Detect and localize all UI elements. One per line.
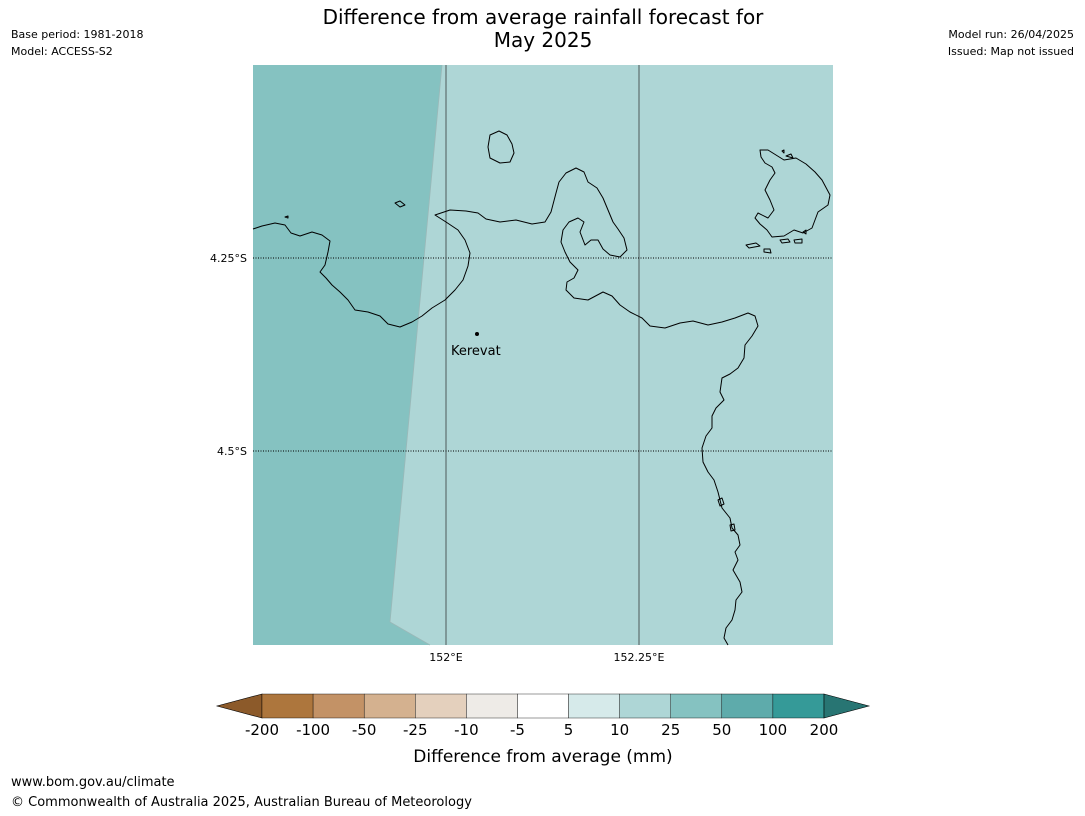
footer-copyright: © Commonwealth of Australia 2025, Austra… — [11, 795, 472, 810]
colorbar-segment — [466, 693, 518, 719]
colorbar-tick-label: -200 — [245, 721, 279, 739]
model-label: Model: ACCESS-S2 — [11, 45, 113, 58]
colorbar-tick-label: 25 — [661, 721, 680, 739]
band-25-50 — [253, 65, 442, 645]
colorbar-segment — [312, 693, 365, 719]
colorbar-tick-label: 50 — [712, 721, 731, 739]
colorbar-segment — [670, 693, 723, 719]
lat-label-4-25: 4.25°S — [210, 252, 247, 265]
model-run-label: Model run: 26/04/2025 — [948, 28, 1074, 41]
coastline — [252, 130, 831, 646]
map-title: Difference from average rainfall forecas… — [243, 6, 843, 52]
band-edge — [389, 64, 443, 623]
colorbar-tick-label: -5 — [510, 721, 525, 739]
kerevat-label: Kerevat — [451, 344, 501, 359]
colorbar-legend: -200 -100 -50 -25 -10 -5 5 10 25 50 100 200 — [215, 693, 871, 739]
colorbar-tick-label: -100 — [296, 721, 330, 739]
colorbar-segment — [261, 693, 314, 719]
colorbar-tick-label: 10 — [610, 721, 629, 739]
colorbar-segment — [772, 693, 825, 719]
lat-label-4-5: 4.5°S — [217, 445, 247, 458]
lon-label-152: 152°E — [429, 651, 462, 664]
colorbar-segment — [415, 693, 467, 719]
colorbar-segment — [363, 693, 416, 719]
colorbar-tick-label: -50 — [352, 721, 377, 739]
colorbar-tick-label: 5 — [564, 721, 574, 739]
base-period-label: Base period: 1981-2018 — [11, 28, 144, 41]
kerevat-marker — [475, 332, 479, 336]
colorbar-segment — [517, 693, 569, 719]
title-line-1: Difference from average rainfall forecas… — [322, 5, 764, 29]
colorbar-tick-label: -10 — [454, 721, 479, 739]
colorbar-tick-label: -25 — [403, 721, 428, 739]
colorbar-segment — [619, 693, 671, 719]
legend-title: Difference from average (mm) — [413, 747, 672, 767]
colorbar-segment — [568, 693, 620, 719]
colorbar-segment — [721, 693, 774, 719]
footer-url: www.bom.gov.au/climate — [11, 775, 175, 790]
colorbar-tick-label: 200 — [810, 721, 839, 739]
colorbar-tick-label: 100 — [759, 721, 788, 739]
colorbar-extend-high — [823, 693, 871, 719]
lon-label-152-25: 152.25°E — [614, 651, 665, 664]
title-line-2: May 2025 — [493, 28, 593, 52]
issued-label: Issued: Map not issued — [947, 45, 1074, 58]
colorbar-extend-low — [215, 693, 263, 719]
metadata-right: Model run: 26/04/2025 Issued: Map not is… — [948, 26, 1074, 60]
metadata-left: Base period: 1981-2018 Model: ACCESS-S2 — [11, 26, 143, 60]
